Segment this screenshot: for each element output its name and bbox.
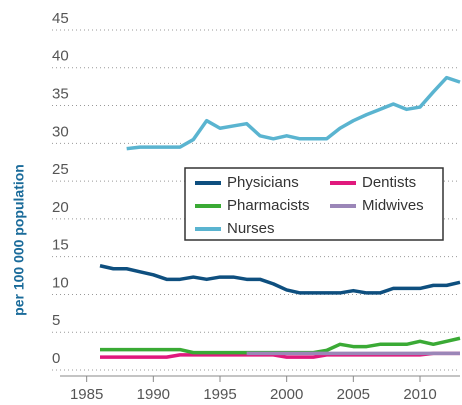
x-tick-label: 1985 bbox=[70, 386, 103, 403]
legend-label: Pharmacists bbox=[227, 197, 310, 214]
line bbox=[100, 336, 461, 355]
legend-label: Nurses bbox=[227, 220, 275, 237]
y-tick-label: 30 bbox=[52, 123, 69, 140]
x-tick-label: 1990 bbox=[137, 386, 170, 403]
legend-box bbox=[184, 167, 444, 241]
y-axis-label: per 100 000 population bbox=[11, 164, 27, 316]
legend-label: Midwives bbox=[362, 197, 424, 214]
legend: Physicians Dentists Pharmacists Midwives Nur… bbox=[184, 167, 444, 241]
x-tick-label: 2000 bbox=[270, 386, 303, 403]
y-tick-label: 40 bbox=[52, 48, 69, 65]
y-tick-label: 45 bbox=[52, 10, 69, 27]
line bbox=[99, 264, 461, 295]
y-tick-label: 35 bbox=[52, 86, 69, 103]
y-tick-label: 5 bbox=[52, 312, 60, 329]
x-tick-label: 2010 bbox=[403, 386, 436, 403]
x-tick-label: 1995 bbox=[203, 386, 236, 403]
y-tick-label: 15 bbox=[52, 237, 69, 254]
legend-label: Physicians bbox=[227, 174, 299, 191]
legend-label: Dentists bbox=[362, 174, 416, 191]
line bbox=[126, 75, 461, 151]
y-tick-label: 0 bbox=[52, 350, 60, 367]
y-tick-label: 25 bbox=[52, 161, 69, 178]
y-tick-label: 10 bbox=[52, 274, 69, 291]
y-tick-label: 20 bbox=[52, 199, 69, 216]
x-tick-label: 2005 bbox=[337, 386, 370, 403]
